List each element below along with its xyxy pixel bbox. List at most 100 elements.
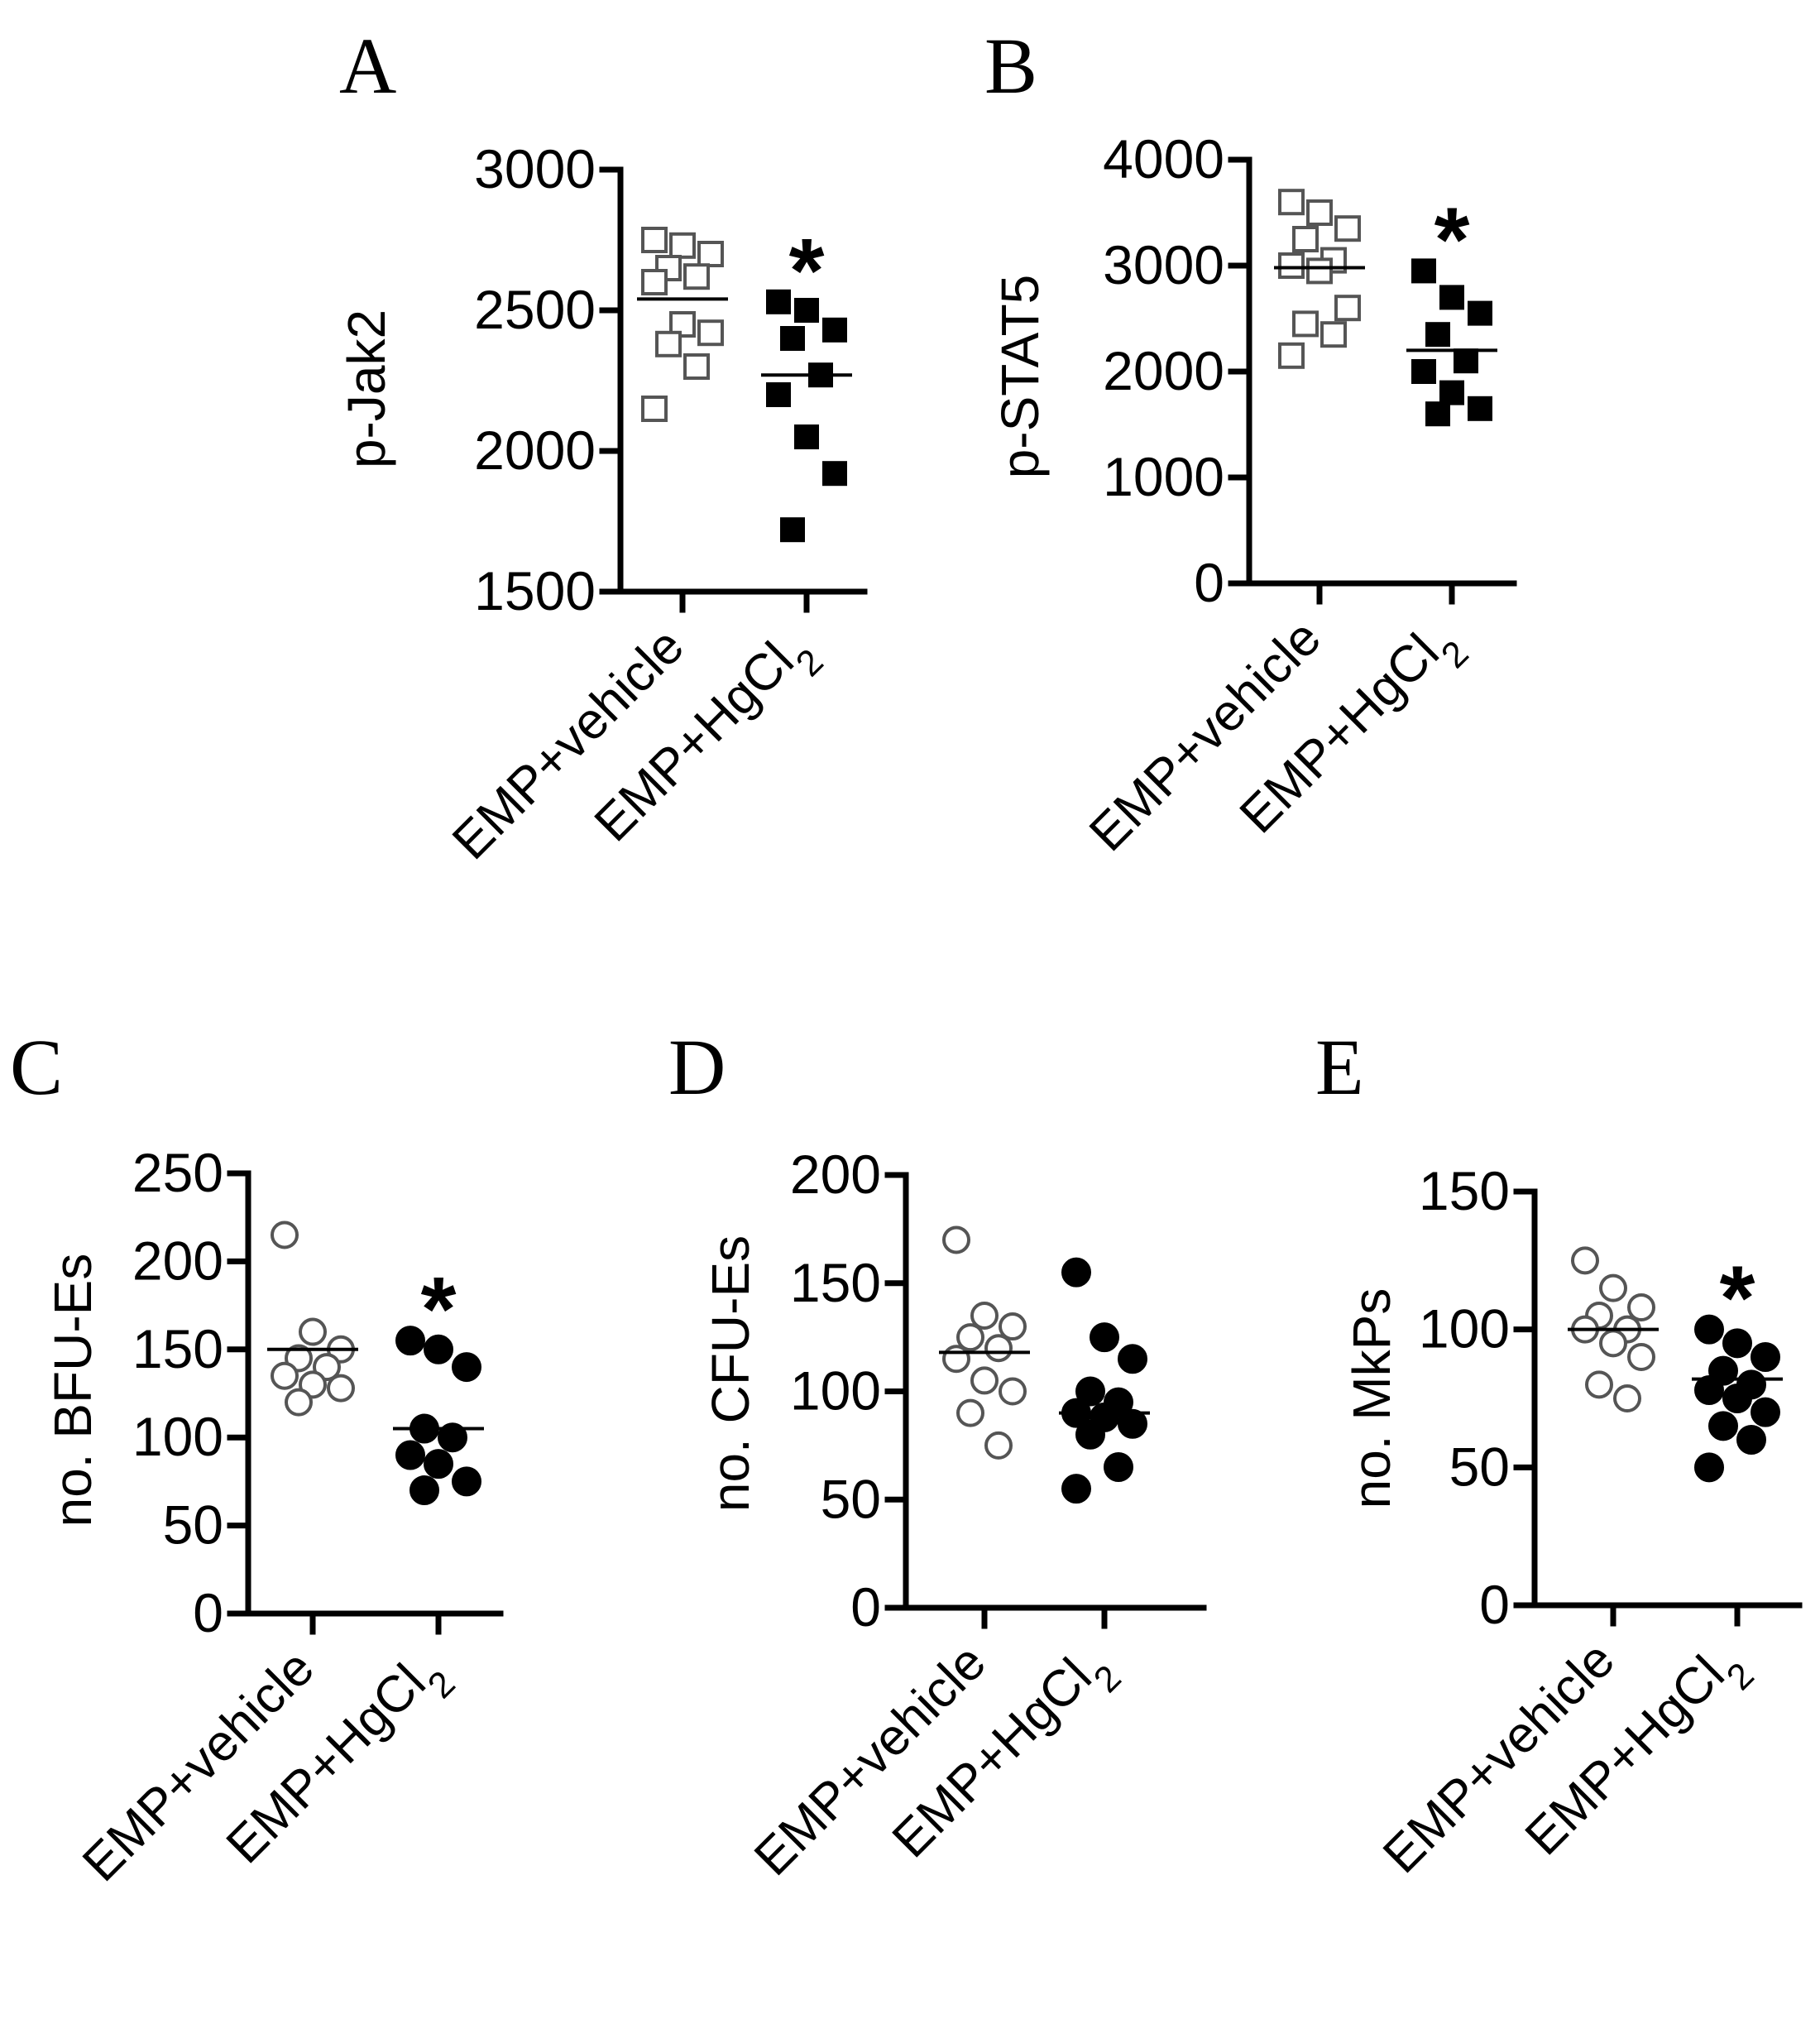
data-point: [1425, 322, 1450, 348]
data-point: [697, 319, 724, 347]
subscript: 2: [1718, 1655, 1761, 1698]
panel-letter: B: [984, 22, 1037, 110]
y-tick-label: 50: [1449, 1436, 1510, 1497]
data-point: [641, 227, 668, 253]
data-point: [794, 424, 819, 449]
data-point: [1751, 1397, 1780, 1427]
y-tick-label: 100: [790, 1360, 881, 1422]
panel-letter: A: [339, 22, 396, 110]
data-point: [1411, 258, 1436, 284]
data-point: [327, 1374, 355, 1403]
data-point: [395, 1326, 425, 1356]
y-axis-title: no. BFU-Es: [43, 1254, 103, 1527]
data-point: [984, 1334, 1013, 1363]
panel-letter: D: [668, 1023, 726, 1111]
y-tick-label: 50: [821, 1468, 881, 1529]
data-point: [1306, 257, 1333, 285]
data-point: [822, 461, 847, 487]
data-point: [424, 1449, 453, 1479]
y-tick-label: 0: [850, 1576, 881, 1638]
data-point: [1292, 310, 1319, 338]
y-tick-label: 3000: [1103, 234, 1224, 295]
data-point: [794, 298, 819, 323]
data-point: [1075, 1376, 1105, 1407]
data-point: [1627, 1293, 1655, 1321]
data-point: [1599, 1273, 1627, 1302]
y-tick-label: 2000: [1103, 340, 1224, 401]
subscript: 2: [1085, 1657, 1128, 1700]
data-point: [970, 1301, 999, 1330]
subscript: 2: [788, 641, 831, 684]
data-point: [942, 1225, 970, 1254]
data-point: [438, 1422, 467, 1453]
data-point: [1694, 1314, 1724, 1345]
data-point: [410, 1475, 439, 1506]
data-point: [1075, 1419, 1105, 1450]
data-point: [683, 353, 710, 380]
y-tick-label: 100: [1419, 1298, 1510, 1360]
data-point: [970, 1366, 999, 1395]
data-point: [780, 517, 805, 543]
data-point: [271, 1361, 299, 1390]
data-point: [1439, 380, 1464, 405]
y-tick-label: 0: [1479, 1574, 1510, 1635]
data-point: [1320, 321, 1347, 348]
panel-letter: C: [10, 1023, 63, 1111]
data-point: [956, 1323, 984, 1352]
subscript: 2: [1433, 633, 1476, 676]
data-point: [299, 1317, 327, 1346]
data-point: [271, 1221, 299, 1249]
data-point: [655, 330, 682, 357]
data-point: [1118, 1408, 1147, 1439]
data-point: [1694, 1375, 1724, 1405]
subscript: 2: [419, 1663, 462, 1706]
significance-mark: *: [1434, 189, 1470, 290]
y-axis-title: p-Jak2: [337, 309, 396, 468]
data-point: [641, 396, 668, 422]
y-tick-label: 50: [163, 1494, 223, 1556]
data-point: [1599, 1329, 1627, 1358]
data-point: [1708, 1411, 1738, 1441]
data-point: [1411, 359, 1436, 384]
data-point: [452, 1466, 481, 1497]
y-tick-label: 200: [790, 1144, 881, 1205]
y-tick-label: 250: [132, 1142, 223, 1203]
data-point: [1722, 1328, 1752, 1359]
data-point: [285, 1388, 313, 1417]
data-point: [1439, 285, 1464, 310]
data-point: [1736, 1425, 1766, 1455]
data-point: [697, 241, 724, 267]
data-point: [1468, 300, 1492, 326]
x-category-label: EMP+vehicle: [1079, 609, 1332, 862]
data-point: [1061, 1474, 1091, 1504]
data-point: [999, 1312, 1027, 1341]
y-tick-label: 2500: [474, 279, 596, 340]
data-point: [780, 326, 805, 351]
data-point: [1722, 1384, 1752, 1413]
data-point: [452, 1352, 481, 1383]
data-point: [424, 1334, 453, 1364]
y-tick-label: 4000: [1103, 128, 1224, 189]
significance-mark: *: [421, 1259, 457, 1360]
y-tick-label: 3000: [474, 138, 596, 199]
data-point: [1292, 226, 1319, 252]
y-tick-label: 1500: [474, 560, 596, 621]
y-tick-label: 100: [132, 1406, 223, 1467]
y-tick-label: 0: [193, 1582, 223, 1643]
data-point: [1306, 199, 1333, 226]
y-tick-label: 150: [790, 1252, 881, 1313]
data-point: [1425, 401, 1450, 427]
data-point: [1090, 1322, 1119, 1353]
y-axis-title: p-STAT5: [990, 275, 1050, 479]
data-point: [1334, 295, 1361, 322]
y-axis-title: no. CFU-Es: [701, 1235, 760, 1512]
data-point: [766, 382, 791, 407]
data-point: [1278, 189, 1305, 216]
data-point: [984, 1431, 1013, 1460]
y-tick-label: 150: [1419, 1160, 1510, 1221]
y-tick-label: 2000: [474, 420, 596, 481]
data-point: [1694, 1452, 1724, 1483]
data-point: [956, 1398, 984, 1427]
